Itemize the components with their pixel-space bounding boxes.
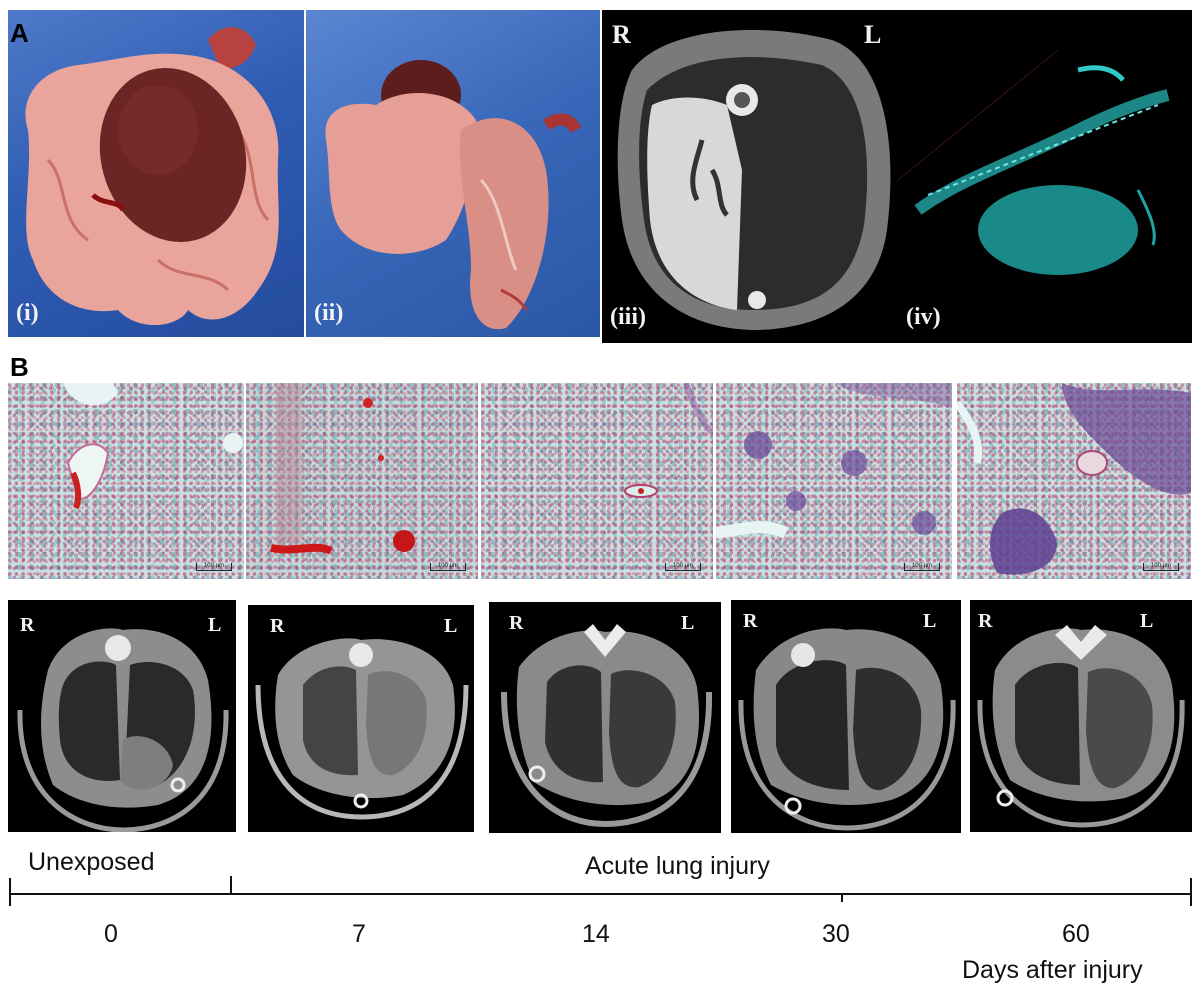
ct-slice-day-14: R L xyxy=(489,602,721,833)
tick-label-day-30: 30 xyxy=(822,920,850,948)
histology-scale-bar: 100 µm xyxy=(1143,563,1179,571)
histology-scale-bar: 100 µm xyxy=(430,563,466,571)
photo-excised-lungs-side: (ii) xyxy=(306,10,600,337)
histology-scale-bar: 100 µm xyxy=(904,563,940,571)
timeline-axis xyxy=(9,876,1192,906)
ct-orientation-left: L xyxy=(923,610,937,632)
ct-orientation-left: L xyxy=(681,612,695,634)
ct-slice-day-30: R L xyxy=(731,600,961,833)
histology-day-60: 100 µm xyxy=(957,383,1191,579)
tick-label-day-0: 0 xyxy=(104,920,118,948)
axis-label-days-after-injury: Days after injury xyxy=(962,956,1143,984)
histology-day-30: 100 µm xyxy=(716,383,952,579)
panel-a-label: A xyxy=(10,18,29,48)
histology-day-7: 100 µm xyxy=(246,383,478,579)
panel-b-label: B xyxy=(10,352,29,382)
sub-label-iii: (iii) xyxy=(610,304,646,330)
tick-label-day-60: 60 xyxy=(1062,920,1090,948)
ct-orientation-right: R xyxy=(978,610,993,632)
ct-orientation-right: R xyxy=(743,610,758,632)
sub-label-ii: (ii) xyxy=(314,300,344,326)
tick-label-day-7: 7 xyxy=(352,920,366,948)
histology-scale-bar: 100 µm xyxy=(196,563,232,571)
ct-orientation-left: L xyxy=(444,615,458,637)
ct-orientation-right: R xyxy=(20,614,35,636)
ct-orientation-right: R xyxy=(612,20,631,49)
ct-orientation-left: L xyxy=(208,614,222,636)
sub-label-iv: (iv) xyxy=(906,304,941,330)
ct-3d-render: (iv) xyxy=(898,10,1192,343)
ct-orientation-right: R xyxy=(509,612,524,634)
histology-scale-bar: 100 µm xyxy=(665,563,701,571)
group-label-unexposed: Unexposed xyxy=(28,848,155,876)
photo-excised-lungs-front: (i) xyxy=(8,10,304,337)
ct-slice-day-7: R L xyxy=(248,605,474,832)
ct-orientation-right: R xyxy=(270,615,285,637)
histology-day-14: 100 µm xyxy=(481,383,713,579)
ct-orientation-left: L xyxy=(1140,610,1154,632)
sub-label-i: (i) xyxy=(16,300,39,326)
group-label-acute-lung-injury: Acute lung injury xyxy=(585,852,770,880)
tick-label-day-14: 14 xyxy=(582,920,610,948)
ct-slice-day-60: R L xyxy=(970,600,1192,832)
ct-slice-day-0: R L xyxy=(8,600,236,832)
ct-orientation-left: L xyxy=(864,20,882,49)
histology-day-0: 100 µm xyxy=(8,383,244,579)
ct-axial-injured-lung: R L (iii) xyxy=(602,10,898,343)
